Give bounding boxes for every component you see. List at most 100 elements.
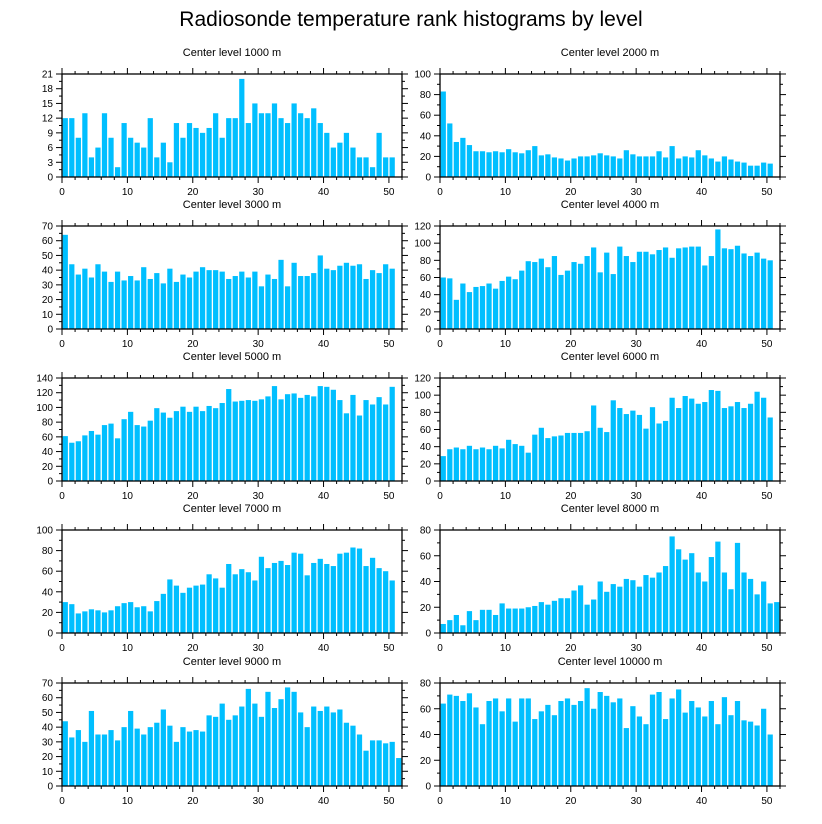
histogram-bar [506, 149, 512, 177]
histogram-bar [604, 432, 610, 481]
histogram-bar [383, 571, 389, 633]
histogram-bar [69, 264, 75, 329]
histogram-bar [206, 574, 212, 633]
histogram-bar [121, 727, 127, 786]
panel-10: Center level 10000 m 0 10 20 30 40 50 0 20 40 60 80 [420, 656, 786, 807]
histogram-bar [369, 740, 376, 786]
histogram-bar [265, 396, 271, 481]
histogram-bar [499, 280, 505, 329]
histogram-bar [311, 273, 317, 329]
histogram-bar [278, 118, 284, 177]
histogram-bar [213, 716, 219, 786]
histogram-bar [291, 262, 297, 329]
y-tick-label: 0 [47, 325, 53, 336]
y-tick-label: 15 [42, 99, 54, 110]
x-tick-label: 20 [187, 187, 199, 198]
histogram-bar [330, 566, 336, 633]
y-tick-label: 18 [42, 84, 54, 95]
histogram-bar [173, 411, 180, 481]
histogram-bar [643, 724, 649, 786]
y-tick-label: 60 [420, 425, 432, 436]
x-tick-label: 30 [631, 643, 643, 654]
histogram-bar [558, 701, 564, 786]
x-tick-label: 20 [565, 491, 577, 502]
histogram-bar [473, 620, 479, 634]
histogram-bar [636, 251, 643, 329]
histogram-bar [669, 698, 675, 786]
histogram-bar [538, 427, 544, 481]
histogram-bar [695, 572, 701, 633]
histogram-bar [252, 703, 258, 786]
histogram-bar [62, 234, 68, 329]
histogram-bar [141, 606, 147, 633]
histogram-bar [656, 250, 662, 329]
histogram-bar [506, 276, 512, 329]
histogram-bar [636, 586, 643, 633]
histogram-bar [369, 167, 376, 177]
histogram-bar [258, 556, 265, 633]
histogram-bar [95, 147, 101, 177]
histogram-bar [506, 608, 512, 633]
histogram-bar [193, 127, 199, 177]
histogram-bar [82, 113, 88, 177]
histogram-bar [291, 691, 297, 786]
histogram-bar [728, 589, 734, 633]
histogram-bar [245, 400, 251, 481]
histogram-bar [298, 553, 304, 633]
y-tick-label: 20 [42, 462, 54, 473]
histogram-bar [754, 725, 760, 786]
x-tick-label: 50 [383, 643, 395, 654]
histogram-bar [298, 397, 304, 481]
histogram-bar [369, 404, 376, 481]
histogram-bar [252, 103, 258, 177]
panel-title: Center level 9000 m [183, 656, 281, 668]
histogram-bar [479, 609, 486, 633]
x-tick-label: 10 [122, 187, 134, 198]
histogram-bar [532, 262, 538, 329]
histogram-bar [440, 623, 446, 633]
histogram-bar [636, 156, 643, 177]
histogram-bar [715, 541, 721, 633]
histogram-bar [519, 608, 525, 633]
histogram-bar [623, 728, 629, 786]
histogram-bar [440, 91, 446, 177]
histogram-bar [734, 161, 741, 177]
histogram-bar [708, 390, 714, 481]
histogram-bar [512, 152, 518, 177]
histogram-bar [734, 402, 741, 481]
histogram-bar [532, 146, 538, 177]
histogram-bar [767, 260, 773, 329]
histogram-bar [304, 276, 310, 329]
y-tick-label: 40 [42, 723, 54, 734]
histogram-bar [88, 430, 95, 481]
histogram-bar [88, 157, 95, 177]
y-tick-label: 0 [425, 325, 431, 336]
histogram-bar [728, 715, 734, 786]
histogram-bar [564, 160, 571, 177]
y-tick-label: 0 [47, 782, 53, 793]
histogram-bar [199, 132, 206, 177]
histogram-bar [173, 123, 180, 177]
histogram-bar [167, 579, 173, 633]
histogram-bar [350, 725, 356, 786]
histogram-bar [617, 158, 623, 177]
histogram-bar [525, 607, 531, 633]
histogram-bar [669, 146, 675, 177]
histogram-bar [604, 252, 610, 329]
y-tick-label: 80 [42, 546, 54, 557]
histogram-bar [512, 721, 518, 787]
histogram-bar [676, 158, 682, 177]
y-tick-label: 40 [42, 447, 54, 458]
y-tick-label: 40 [420, 442, 432, 453]
histogram-bar [669, 536, 675, 633]
histogram-bar [597, 581, 603, 633]
histogram-bar [88, 710, 95, 786]
histogram-bar [291, 103, 297, 177]
x-tick-label: 0 [437, 643, 443, 654]
histogram-bar [147, 727, 153, 786]
histogram-bar [154, 157, 160, 177]
histogram-bar [108, 137, 114, 177]
histogram-bar [82, 611, 88, 633]
y-tick-label: 60 [42, 236, 54, 247]
histogram-bar [473, 286, 479, 329]
